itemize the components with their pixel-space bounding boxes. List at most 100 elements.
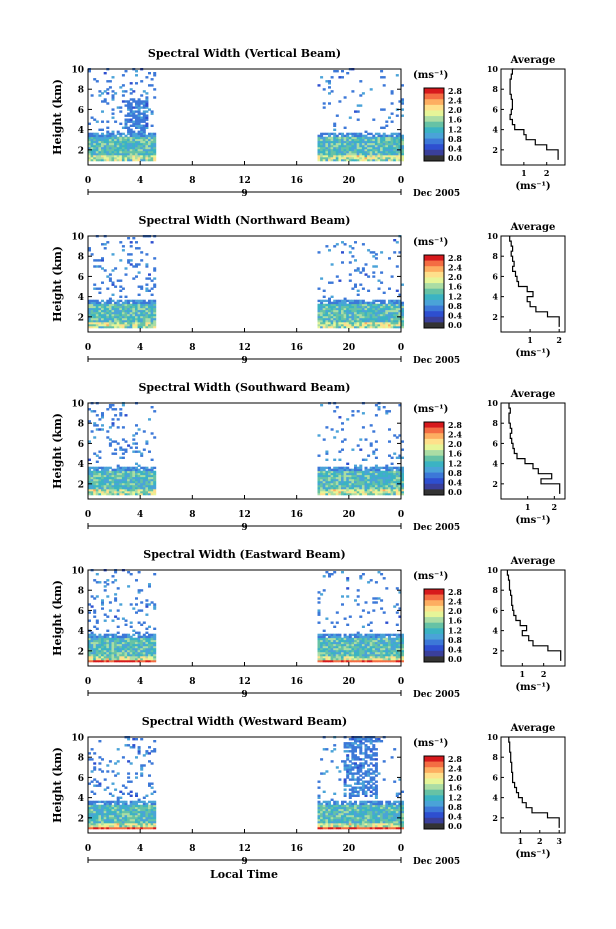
average-x-tick-label: 2 xyxy=(537,836,543,846)
heatmap-cells xyxy=(88,68,404,162)
average-y-tick-label: 6 xyxy=(492,605,498,615)
average-title: Average xyxy=(510,723,556,734)
colorbar-tick-label: 2.4 xyxy=(448,597,462,607)
average-y-tick-label: 2 xyxy=(492,813,498,823)
x-tick-label: 0 xyxy=(398,510,404,520)
colorbar-frame xyxy=(423,755,445,830)
average-frame xyxy=(500,569,566,667)
average-x-tick-label: 1 xyxy=(520,669,526,679)
x-tick-label: 12 xyxy=(238,677,251,687)
x-tick-label: 16 xyxy=(290,844,303,854)
colorbar-tick-label: 2.0 xyxy=(448,105,462,115)
average-y-tick-label: 2 xyxy=(492,646,498,656)
average-x-tick-label: 1 xyxy=(521,168,527,178)
average-y-tick-label: 8 xyxy=(492,585,498,595)
colorbar-tick-label: 0.4 xyxy=(448,644,462,654)
y-axis-label: Height (km) xyxy=(51,79,64,155)
colorbar-tick-label: 0.0 xyxy=(448,320,462,330)
average-y-tick-label: 4 xyxy=(492,292,498,302)
x-tick-label: 0 xyxy=(85,510,91,520)
colorbar-tick-label: 1.2 xyxy=(448,124,462,134)
average-frame xyxy=(500,736,566,834)
average-x-tick-label: 1 xyxy=(518,836,524,846)
average-y-tick-label: 8 xyxy=(492,84,498,94)
average-line xyxy=(508,403,561,494)
x-tick-label: 0 xyxy=(85,677,91,687)
x-tick-label: 8 xyxy=(189,844,195,854)
day-marker: 9 xyxy=(241,857,247,867)
colorbar: 2.82.42.01.61.20.80.40.0 xyxy=(423,253,462,330)
colorbar-tick-label: 0.8 xyxy=(448,301,462,311)
colorbar: 2.82.42.01.61.20.80.40.0 xyxy=(423,86,462,163)
average-x-tick-label: 1 xyxy=(527,335,533,345)
colorbar-tick-label: 0.8 xyxy=(448,134,462,144)
y-tick-label: 10 xyxy=(71,567,84,577)
colorbar-unit: (ms⁻¹) xyxy=(413,738,448,749)
date-label: Dec 2005 xyxy=(413,690,460,700)
y-tick-label: 2 xyxy=(78,313,84,323)
colorbar-unit: (ms⁻¹) xyxy=(413,237,448,248)
colorbar-tick-label: 0.0 xyxy=(448,487,462,497)
y-tick-label: 6 xyxy=(78,106,84,116)
average-x-label: (ms⁻¹) xyxy=(515,682,550,693)
x-tick-label: 4 xyxy=(137,343,143,353)
average-y-tick-label: 2 xyxy=(492,145,498,155)
colorbar-tick-label: 2.4 xyxy=(448,96,462,106)
colorbar-unit: (ms⁻¹) xyxy=(413,404,448,415)
panel-1: Spectral Width (Vertical Beam) Height (km… xyxy=(51,47,566,199)
average-y-tick-label: 10 xyxy=(487,231,499,241)
average-y-tick-label: 10 xyxy=(487,565,499,575)
colorbar-tick-label: 2.4 xyxy=(448,764,462,774)
colorbar-tick-label: 1.6 xyxy=(448,282,462,292)
average-y-tick-label: 10 xyxy=(487,64,499,74)
average-frame xyxy=(500,68,566,166)
x-tick-label: 16 xyxy=(290,176,303,186)
date-label: Dec 2005 xyxy=(413,189,460,199)
x-tick-label: 0 xyxy=(398,343,404,353)
x-tick-label: 20 xyxy=(343,677,356,687)
y-tick-label: 6 xyxy=(78,440,84,450)
colorbar-tick-label: 1.6 xyxy=(448,449,462,459)
panel-3: Spectral Width (Southward Beam) Height (k… xyxy=(51,381,566,533)
average-x-label: (ms⁻¹) xyxy=(515,515,550,526)
x-tick-label: 0 xyxy=(85,176,91,186)
average-y-tick-label: 6 xyxy=(492,772,498,782)
x-tick-label: 8 xyxy=(189,343,195,353)
y-tick-label: 10 xyxy=(71,66,84,76)
y-tick-label: 2 xyxy=(78,480,84,490)
colorbar-tick-label: 1.2 xyxy=(448,792,462,802)
y-tick-label: 2 xyxy=(78,146,84,156)
x-tick-label: 12 xyxy=(238,844,251,854)
heatmap-cells xyxy=(88,569,404,663)
y-tick-label: 8 xyxy=(78,587,84,597)
heatmap-cells xyxy=(88,235,404,329)
colorbar-tick-label: 0.4 xyxy=(448,143,462,153)
colorbar-tick-label: 2.0 xyxy=(448,606,462,616)
average-title: Average xyxy=(510,556,556,567)
colorbar-tick-label: 2.8 xyxy=(448,587,462,597)
x-tick-label: 20 xyxy=(343,844,356,854)
colorbar-frame xyxy=(423,87,445,162)
y-tick-label: 4 xyxy=(78,126,84,136)
y-axis-label: Height (km) xyxy=(51,580,64,656)
average-y-tick-label: 10 xyxy=(487,732,499,742)
colorbar-tick-label: 0.8 xyxy=(448,802,462,812)
average-y-tick-label: 8 xyxy=(492,418,498,428)
colorbar-frame xyxy=(423,588,445,663)
x-tick-label: 16 xyxy=(290,343,303,353)
colorbar-tick-label: 1.6 xyxy=(448,115,462,125)
average-x-tick-label: 2 xyxy=(544,168,550,178)
x-tick-label: 16 xyxy=(290,677,303,687)
colorbar-tick-label: 2.8 xyxy=(448,253,462,263)
average-y-tick-label: 4 xyxy=(492,459,498,469)
colorbar-tick-label: 2.0 xyxy=(448,439,462,449)
colorbar-tick-label: 2.0 xyxy=(448,773,462,783)
y-tick-label: 4 xyxy=(78,460,84,470)
average-line xyxy=(509,68,559,160)
colorbar-tick-label: 0.0 xyxy=(448,821,462,831)
average-line xyxy=(508,737,560,828)
average-frame xyxy=(500,235,566,333)
average-title: Average xyxy=(510,55,556,66)
